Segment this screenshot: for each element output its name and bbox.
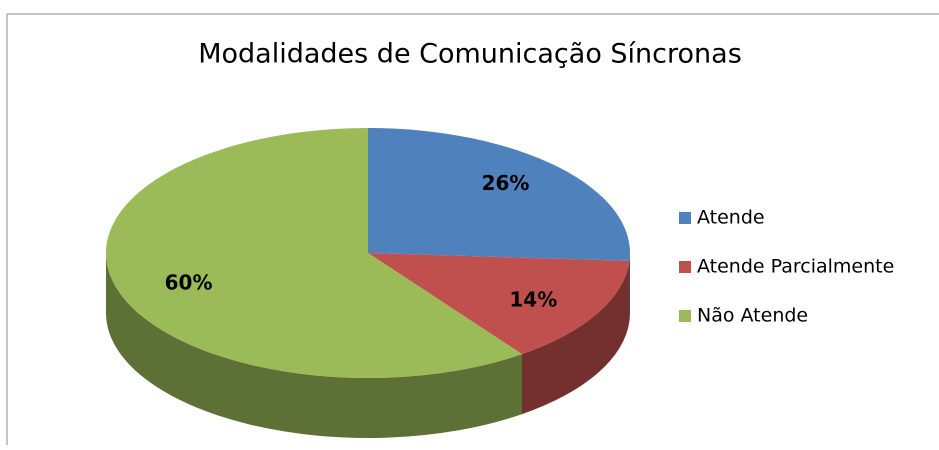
legend-label: Atende: [697, 207, 765, 229]
data-label: 26%: [482, 171, 530, 195]
legend-label: Atende Parcialmente: [697, 256, 894, 278]
data-label: 14%: [509, 288, 557, 312]
pie-slice: [368, 253, 630, 355]
pie-slice: [106, 128, 522, 378]
pie-side: [629, 253, 630, 321]
pie-slice: [368, 128, 630, 261]
chart-title: Modalidades de Comunicação Síncronas: [198, 39, 742, 70]
legend-swatch: [679, 261, 691, 273]
pie-side: [521, 260, 630, 415]
legend-swatch: [679, 310, 691, 322]
legend-label: Não Atende: [697, 305, 808, 327]
data-label: 60%: [165, 270, 213, 294]
pie-side: [106, 253, 522, 439]
legend-swatch: [679, 212, 691, 224]
